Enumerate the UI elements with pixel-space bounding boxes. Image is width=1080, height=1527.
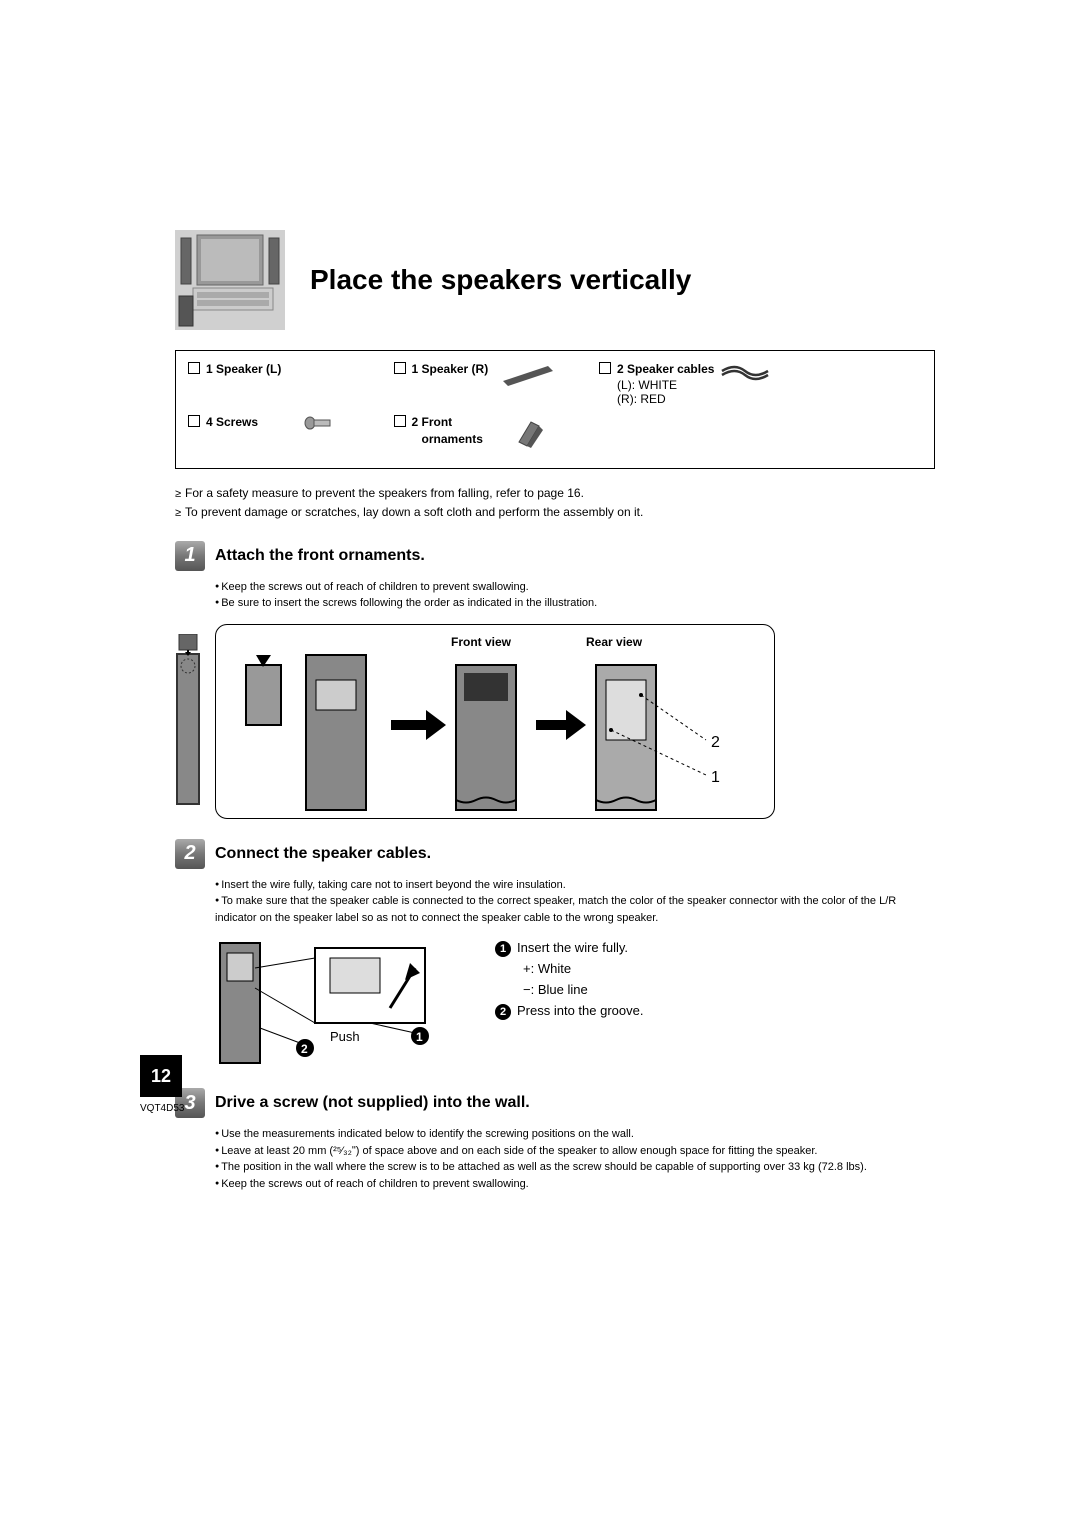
page-number: 12 [140, 1055, 182, 1097]
step-2-instructions: 1Insert the wire fully. +: White −: Blue… [495, 938, 643, 1021]
checkbox-icon [599, 362, 611, 374]
part-speaker-l: 1 Speaker (L) [188, 361, 394, 406]
part-speaker-cables: 2 Speaker cables (L): WHITE (R): RED [599, 361, 878, 406]
checkbox-icon [188, 362, 200, 374]
step-1-diagram: Front view Rear view [215, 624, 935, 819]
step-title: Drive a screw (not supplied) into the wa… [215, 1094, 530, 1112]
step-title: Attach the front ornaments. [215, 547, 425, 565]
parts-list-box: 1 Speaker (L) 1 Speaker (R) 2 Speaker ca… [175, 350, 935, 469]
cable-icon [720, 361, 770, 381]
checkbox-icon [394, 362, 406, 374]
callout-1: 1 [711, 769, 720, 786]
safety-notes: For a safety measure to prevent the spea… [175, 484, 935, 523]
step-1-bullets: Keep the screws out of reach of children… [215, 579, 935, 612]
callout-2: 2 [711, 734, 720, 751]
checkbox-icon [188, 415, 200, 427]
front-view-label: Front view [451, 635, 511, 649]
circled-1-icon: 1 [495, 941, 511, 957]
push-label: Push [330, 1029, 360, 1044]
step-title: Connect the speaker cables. [215, 845, 431, 863]
step-3-bullets: Use the measurements indicated below to … [215, 1126, 935, 1192]
speaker-bar-icon [498, 361, 558, 389]
circled-2-icon: 2 [495, 1004, 511, 1020]
page-title: Place the speakers vertically [310, 264, 691, 296]
step-number-badge: 1 [175, 541, 205, 571]
manual-page: Place the speakers vertically 1 Speaker … [175, 230, 935, 1204]
svg-text:2: 2 [301, 1042, 308, 1056]
rear-view-label: Rear view [586, 635, 642, 649]
cable-diagram-icon: Push 1 2 [215, 938, 465, 1068]
checkbox-icon [394, 415, 406, 427]
part-screws: 4 Screws [188, 414, 394, 450]
title-row: Place the speakers vertically [175, 230, 935, 330]
document-code: VQT4D53 [140, 1103, 184, 1114]
screw-icon [304, 414, 334, 432]
ornament-diagram-icon: 2 1 [216, 625, 776, 820]
step-2-diagram: Push 1 2 1Insert the wire fully. +: Whit… [215, 938, 935, 1068]
step-3-header: 3 Drive a screw (not supplied) into the … [175, 1088, 935, 1118]
step-2-bullets: Insert the wire fully, taking care not t… [215, 877, 935, 927]
tall-speaker-icon [175, 634, 201, 809]
step-number-badge: 2 [175, 839, 205, 869]
svg-text:1: 1 [416, 1030, 423, 1044]
part-speaker-r: 1 Speaker (R) [394, 361, 600, 406]
part-ornaments: 2 Front ornaments [394, 414, 600, 450]
tv-setup-icon [175, 230, 285, 330]
step-2-header: 2 Connect the speaker cables. [175, 839, 935, 869]
ornament-icon [509, 414, 549, 450]
step-1-header: 1 Attach the front ornaments. [175, 541, 935, 571]
